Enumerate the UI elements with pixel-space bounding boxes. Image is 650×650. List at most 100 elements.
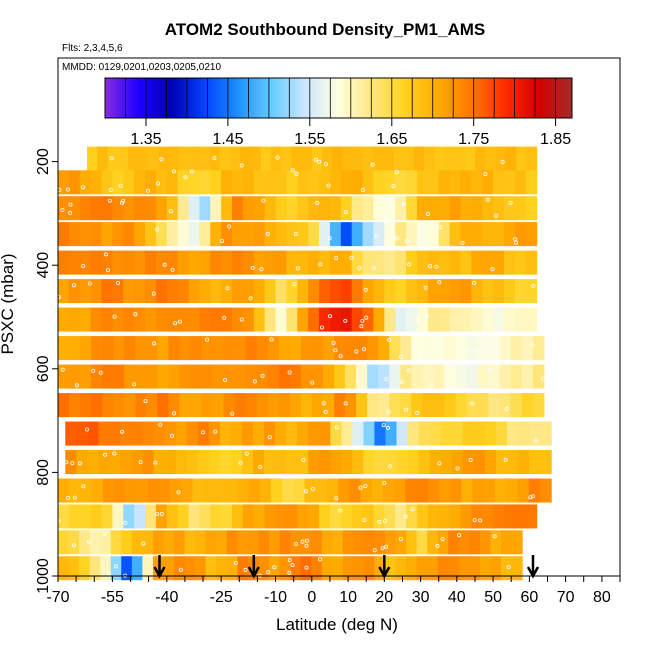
heatmap-cell [532,393,545,418]
heatmap-cell [311,336,324,361]
heatmap-cell [460,279,472,304]
measurement-dot [514,240,519,245]
measurement-dot [293,231,298,236]
heatmap-cell [242,279,255,304]
heatmap-cell [485,146,497,177]
measurement-dot [295,266,300,271]
x-tick-label: -25 [210,589,233,606]
heatmap-cell [362,222,375,247]
measurement-dot [87,281,92,286]
heatmap-cell [471,279,483,304]
heatmap-cell [342,530,354,555]
measurement-dot [343,210,348,215]
heatmap-cell [109,421,122,446]
colorbar-tick-label: 1.55 [294,131,325,148]
measurement-dot [455,466,460,471]
heatmap-cell [438,279,451,304]
heatmap-cell [253,196,266,221]
heatmap-cell [87,146,98,177]
heatmap-cell [117,146,129,177]
heatmap-cell [120,421,133,446]
heatmap-cell [79,196,92,221]
heatmap-cell [383,478,395,503]
heatmap-cell [311,393,324,418]
heatmap-cell [308,279,320,304]
heatmap-cell [101,170,113,195]
measurement-dot [290,563,295,568]
measurement-dot [287,370,292,375]
heatmap-cell [416,478,429,503]
heatmap-cell [321,556,333,581]
heatmap-cell [275,450,287,475]
heatmap-cell [356,336,368,361]
heatmap-cell [514,250,527,275]
heatmap-cell [112,307,124,332]
measurement-dot [313,157,318,162]
heatmap-cell [297,196,309,221]
heatmap-cell [188,222,201,247]
heatmap-cell [142,450,155,475]
heatmap-cell [210,504,222,529]
measurement-dot [317,159,322,164]
heatmap-cell [205,556,217,581]
heatmap-cell [87,450,99,475]
heatmap-cell [424,146,436,177]
measurement-dot [410,507,415,512]
measurement-dot [398,537,403,542]
heatmap-cell [332,530,344,555]
heatmap-cell [190,393,203,418]
heatmap-cell [434,146,446,177]
x-tick-label: 50 [484,589,502,606]
heatmap-cell [484,450,497,475]
heatmap-cell [179,393,192,418]
measurement-dot [321,401,326,406]
heatmap-cell [495,478,507,503]
measurement-dot [304,538,309,543]
dates-note: MMDD: 0129,0201,0203,0205,0210 [62,62,222,73]
heatmap-cell [168,364,181,389]
x-tick-label: 70 [557,589,575,606]
heatmap-cell [275,196,288,221]
measurement-dot [417,353,422,358]
heatmap-cell [321,530,333,555]
heatmap-cell [319,279,331,304]
heatmap-cell [438,307,451,332]
measurement-dot [138,459,143,464]
heatmap-cell [471,222,483,247]
heatmap-cell [444,336,457,361]
heatmap-cell [308,170,320,195]
heatmap-cell [330,421,342,446]
heatmap-cell [145,279,157,304]
measurement-dot [487,368,492,373]
heatmap-cell [107,146,119,177]
heatmap-cell [449,279,462,304]
measurement-dot [429,382,434,387]
measurement-dot [81,263,86,268]
heatmap-cell [267,336,280,361]
heatmap-cell [422,336,435,361]
heatmap-cell [248,478,261,503]
heatmap-cell [438,222,451,247]
heatmap-cell [363,450,376,475]
heatmap-cell [264,196,277,221]
heatmap-cell [242,222,255,247]
heatmap-cell [438,504,451,529]
heatmap-cell [123,279,135,304]
heatmap-cell [142,556,154,581]
heatmap-cell [275,250,288,275]
x-axis: -70 -55 -40 -25 -10 0 10 20 30 40 50 60 70 80 [46,576,621,606]
heatmap-cell [230,450,243,475]
heatmap-cell [177,222,190,247]
heatmap-cell [278,336,291,361]
heatmap-cell [385,421,398,446]
measurement-dot [338,354,343,359]
heatmap-cell [352,146,364,177]
heatmap-cell [493,196,505,221]
measurement-dot [358,485,363,490]
heatmap-cell [411,393,423,418]
heatmap-cell [286,222,298,247]
heatmap-cell [340,222,353,247]
measurement-dot [113,564,118,569]
heatmap-cell [427,504,440,529]
heatmap-cell [462,450,475,475]
